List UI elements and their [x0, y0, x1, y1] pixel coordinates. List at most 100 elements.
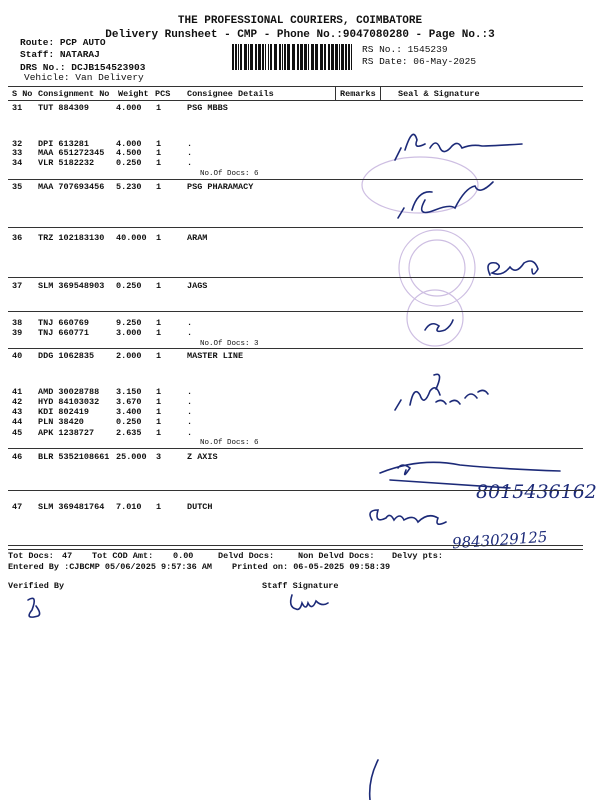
row-rule [8, 277, 583, 278]
consignee: . [187, 328, 193, 338]
vehicle: Vehicle: Van Delivery [24, 72, 144, 83]
pieces: 1 [156, 328, 162, 338]
serial-no: 42 [12, 397, 23, 407]
barcode-bar [232, 44, 234, 70]
column-header: Weight [118, 89, 149, 99]
pieces: 1 [156, 407, 162, 417]
consignment-no: HYD 84103032 [38, 397, 100, 407]
footer-rule [8, 549, 583, 550]
serial-no: 43 [12, 407, 23, 417]
stamp [398, 229, 476, 307]
serial-no: 41 [12, 387, 23, 397]
consignment-no: PLN 38420 [38, 417, 84, 427]
barcode-bar [300, 44, 303, 70]
barcode-bar [297, 44, 299, 70]
consignment-no: MAA 707693456 [38, 182, 105, 192]
serial-no: 40 [12, 351, 23, 361]
tot-docs: 47 [62, 551, 73, 561]
barcode-bar [248, 44, 249, 70]
signature [369, 509, 447, 526]
consignee: . [187, 148, 193, 158]
route: Route: PCP AUTO [20, 37, 106, 48]
cod-amount: 0.00 [173, 551, 194, 561]
barcode-bar [351, 44, 352, 70]
weight: 0.250 [116, 417, 142, 427]
serial-no: 33 [12, 148, 23, 158]
pieces: 1 [156, 351, 162, 361]
column-header: Seal & Signature [398, 89, 480, 99]
serial-no: 45 [12, 428, 23, 438]
consignee: PSG MBBS [187, 103, 228, 113]
barcode-bar [284, 44, 286, 70]
stamp [361, 156, 479, 214]
weight: 3.400 [116, 407, 142, 417]
column-header: S No [12, 89, 33, 99]
barcode-bar [320, 44, 323, 70]
barcode-bar [348, 44, 350, 70]
stamp [408, 239, 466, 297]
row-rule [8, 348, 583, 349]
barcode-bar [287, 44, 290, 70]
delivery-points-label: Delvy pts: [392, 551, 444, 561]
verifier-signature [27, 597, 41, 618]
column-header: Consignment No [38, 89, 110, 99]
consignment-no: BLR 5352108661 [38, 452, 110, 462]
stamp [406, 289, 464, 347]
weight: 0.250 [116, 281, 142, 291]
serial-no: 38 [12, 318, 23, 328]
delivered-label: Delvd Docs: [218, 551, 275, 561]
rs-date: RS Date: 06-May-2025 [362, 56, 477, 67]
weight: 25.000 [116, 452, 147, 462]
consignment-no: DDG 1062835 [38, 351, 95, 361]
row-rule [8, 179, 583, 180]
handwritten-phone: 8015436162 [476, 481, 597, 503]
serial-no: 36 [12, 233, 23, 243]
pen-mark [368, 759, 379, 800]
consignee: Z AXIS [187, 452, 218, 462]
weight: 4.000 [116, 139, 142, 149]
barcode-bar [238, 44, 239, 70]
pieces: 1 [156, 417, 162, 427]
weight: 3.670 [116, 397, 142, 407]
company-name: THE PROFESSIONAL COURIERS, COIMBATORE [177, 15, 423, 27]
barcode-bar [258, 44, 261, 70]
serial-no: 32 [12, 139, 23, 149]
header-rule [8, 86, 583, 87]
barcode-bar [315, 44, 318, 70]
weight: 3.000 [116, 328, 142, 338]
consignee: MASTER LINE [187, 351, 244, 361]
weight: 40.000 [116, 233, 147, 243]
serial-no: 34 [12, 158, 23, 168]
weight: 0.250 [116, 158, 142, 168]
barcode-bar [235, 44, 237, 70]
barcode-bar [324, 44, 326, 70]
barcode-bar [279, 44, 281, 70]
docs-count: No.Of Docs: 6 [200, 439, 259, 447]
barcode-bar [270, 44, 272, 70]
column-rule [380, 86, 381, 100]
docs-count: No.Of Docs: 3 [200, 340, 259, 348]
consignee: . [187, 407, 193, 417]
consignee: DUTCH [187, 502, 213, 512]
barcode-bar [308, 44, 309, 70]
barcode [232, 44, 356, 70]
consignee: PSG PHARAMACY [187, 182, 254, 192]
signature [397, 181, 494, 219]
pieces: 1 [156, 158, 162, 168]
pieces: 1 [156, 233, 162, 243]
column-header: PCS [155, 89, 171, 99]
weight: 4.000 [116, 103, 142, 113]
barcode-bar [345, 44, 347, 70]
consignment-no: DPI 613281 [38, 139, 90, 149]
sheet-title: Delivery Runsheet - CMP - Phone No.:9047… [105, 29, 495, 41]
barcode-bar [339, 44, 340, 70]
pieces: 1 [156, 148, 162, 158]
consignee: . [187, 139, 193, 149]
signature [424, 319, 454, 333]
barcode-bar [335, 44, 338, 70]
non-delivered-label: Non Delvd Docs: [298, 551, 375, 561]
barcode-bar [331, 44, 334, 70]
serial-no: 44 [12, 417, 23, 427]
barcode-bar [304, 44, 307, 70]
consignment-no: TRZ 102183130 [38, 233, 105, 243]
